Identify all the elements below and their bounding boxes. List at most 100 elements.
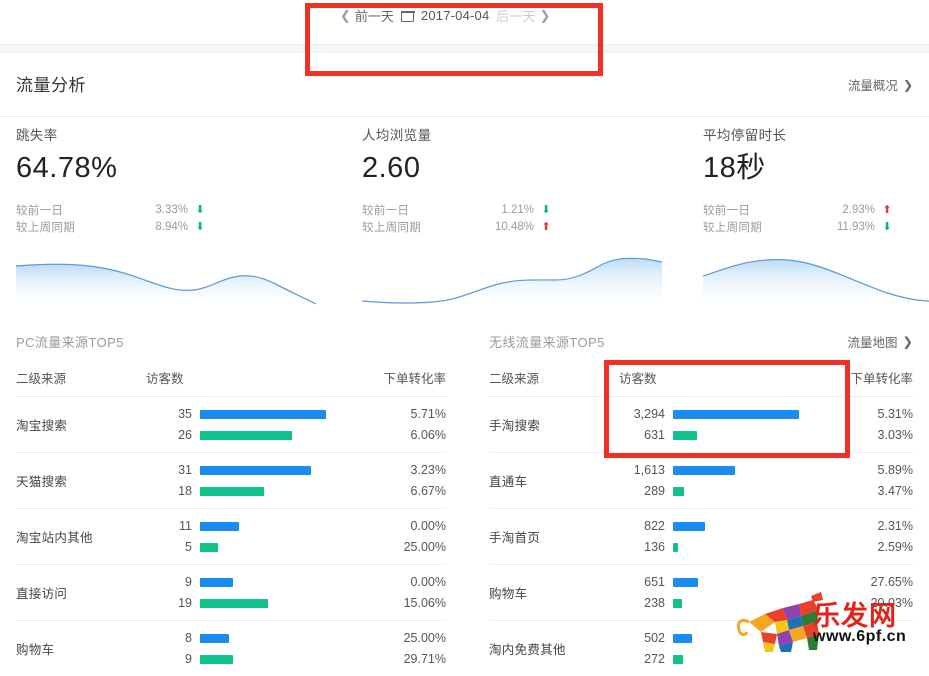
- row-visitor-bars: 35 26: [146, 404, 326, 446]
- bar-primary: [673, 577, 699, 587]
- sparkline-chart: [703, 259, 929, 310]
- row-conversion-rates: 27.65% 20.03%: [799, 572, 913, 614]
- bar-track: [673, 577, 799, 587]
- wireless-traffic-table: 无线流量来源TOP5 流量地图 ❯ 二级来源 访客数 下单转化率 手淘搜索 3,2…: [489, 332, 914, 666]
- kpi-label: 人均浏览量: [362, 128, 432, 143]
- bar-primary: [200, 465, 311, 475]
- compare-value: 8.94%: [155, 220, 188, 233]
- traffic-overview-label: 流量概况: [847, 79, 898, 93]
- row-source-label: 淘宝站内其他: [16, 531, 93, 545]
- row-source-label: 天猫搜索: [16, 475, 68, 489]
- bar-primary: [200, 577, 233, 587]
- chevron-left-icon: ❮: [340, 7, 351, 23]
- compare-value: 1.21%: [501, 203, 534, 216]
- column-header-source: 二级来源: [489, 372, 540, 386]
- bar-primary: [673, 633, 692, 643]
- kpi-compare-list: 较前一日 3.33% ⬇ 较上周同期 8.94% ⬇: [16, 201, 326, 235]
- table-row[interactable]: 直接访问 9 19 0.00% 15.06%: [16, 565, 446, 621]
- table-row[interactable]: 直通车 1,613 289 5.89% 3.47%: [489, 453, 913, 509]
- chevron-right-icon: ❯: [902, 77, 913, 92]
- arrow-up-icon: ⬆: [882, 204, 892, 216]
- table-row[interactable]: 淘宝搜索 35 26 5.71% 6.06%: [16, 397, 446, 453]
- visitor-count: 136: [644, 540, 665, 554]
- row-conversion-rates: 0.00% 15.06%: [326, 572, 446, 614]
- row-visitor-bars: 3,294 631: [619, 404, 799, 446]
- table-row[interactable]: 天猫搜索 31 18 3.23% 6.67%: [16, 453, 446, 509]
- row-visitor-bars: 822 136: [619, 516, 799, 558]
- bar-secondary: [200, 654, 233, 664]
- bar-track: [673, 542, 799, 552]
- next-day-button[interactable]: 后一天 ❯: [496, 6, 550, 25]
- bar-primary: [200, 633, 229, 643]
- visitor-count: 822: [644, 519, 665, 533]
- kpi-row: 跳失率 64.78% 较前一日 3.33% ⬇ 较上周同期 8.94% ⬇: [0, 124, 929, 324]
- visitor-count: 238: [644, 596, 665, 610]
- conversion-rate-primary: 5.31%: [877, 406, 913, 421]
- table-row[interactable]: 淘宝站内其他 11 5 0.00% 25.00%: [16, 509, 446, 565]
- visitor-count: 19: [178, 596, 192, 610]
- conversion-rate-secondary: 2.59%: [877, 539, 913, 554]
- bar-secondary: [673, 654, 684, 664]
- table-row[interactable]: 手淘搜索 3,294 631 5.31% 3.03%: [489, 397, 913, 453]
- visitor-bar-row-primary: 31: [146, 460, 326, 481]
- sparkline-area: [703, 259, 929, 310]
- conversion-rate-primary: 2.31%: [877, 518, 913, 533]
- visitor-bar-row-secondary: 19: [146, 593, 326, 614]
- visitor-bar-row-primary: 35: [146, 404, 326, 425]
- date-value[interactable]: 2017-04-04: [420, 8, 490, 23]
- kpi-compare-row: 较上周同期 11.93% ⬇: [703, 218, 929, 235]
- conversion-rate-primary: 5.89%: [877, 462, 913, 477]
- wireless-table-body: 手淘搜索 3,294 631 5.31% 3.03% 直通车 1,613 289 5.89% 3.…: [489, 397, 913, 676]
- bar-track: [200, 486, 326, 496]
- traffic-map-label: 流量地图: [847, 336, 898, 350]
- bar-secondary: [673, 430, 697, 440]
- row-visitor-bars: 651 238: [619, 572, 799, 614]
- sparkline-line: [703, 259, 929, 302]
- bar-secondary: [673, 486, 685, 496]
- divider-top-2: [0, 52, 929, 53]
- table-row[interactable]: 购物车 651 238 27.65% 20.03%: [489, 565, 913, 621]
- bar-secondary: [200, 486, 265, 496]
- bar-track: [673, 633, 799, 643]
- compare-label: 较上周同期: [16, 221, 75, 234]
- visitor-count: 272: [644, 652, 665, 666]
- conversion-rate-primary: 3.23%: [410, 462, 446, 477]
- traffic-overview-link[interactable]: 流量概况 ❯: [848, 75, 913, 94]
- kpi-compare-row: 较前一日 3.33% ⬇: [16, 201, 326, 218]
- divider-top: [0, 44, 929, 45]
- table-row[interactable]: 购物车 8 9 25.00% 29.71%: [16, 621, 446, 676]
- row-source-label: 直通车: [489, 475, 528, 489]
- date-navigator: ❮ 前一天 2017-04-04 后一天 ❯: [340, 6, 550, 25]
- conversion-rate-secondary: 3.03%: [877, 427, 913, 442]
- column-header-visitors: 访客数: [619, 372, 657, 386]
- kpi-card-pages-per-visitor: 人均浏览量 2.60 较前一日 1.21% ⬇ 较上周同期 10.48% ⬆: [362, 124, 672, 324]
- visitor-count: 3,294: [633, 407, 665, 421]
- calendar-icon[interactable]: [400, 10, 415, 22]
- prev-day-label: 前一天: [354, 9, 394, 24]
- visitor-bar-row-primary: 1,613: [619, 460, 799, 481]
- kpi-value: 18秒: [703, 152, 766, 184]
- compare-label: 较前一日: [16, 204, 64, 217]
- column-header-conversion: 下单转化率: [850, 372, 913, 386]
- bar-track: [200, 542, 326, 552]
- bar-primary: [673, 409, 799, 419]
- pc-table-title: PC流量来源TOP5: [16, 335, 124, 350]
- bar-track: [200, 465, 326, 475]
- visitor-count: 651: [644, 575, 665, 589]
- column-header-visitors: 访客数: [146, 372, 184, 386]
- prev-day-button[interactable]: ❮ 前一天: [340, 6, 394, 25]
- bar-secondary: [200, 542, 218, 552]
- table-row[interactable]: 手淘首页 822 136 2.31% 2.59%: [489, 509, 913, 565]
- wireless-table-title: 无线流量来源TOP5: [489, 335, 605, 350]
- traffic-map-link[interactable]: 流量地图 ❯: [848, 332, 914, 351]
- compare-value: 11.93%: [836, 220, 875, 233]
- visitor-bar-row-secondary: 238: [619, 593, 799, 614]
- conversion-rate-secondary: 6.67%: [410, 483, 446, 498]
- bar-track: [200, 430, 326, 440]
- visitor-count: 9: [185, 575, 192, 589]
- visitor-bar-row-primary: 11: [146, 516, 326, 537]
- kpi-value: 64.78%: [16, 152, 118, 184]
- watermark-url: www.6pf.cn: [813, 628, 907, 645]
